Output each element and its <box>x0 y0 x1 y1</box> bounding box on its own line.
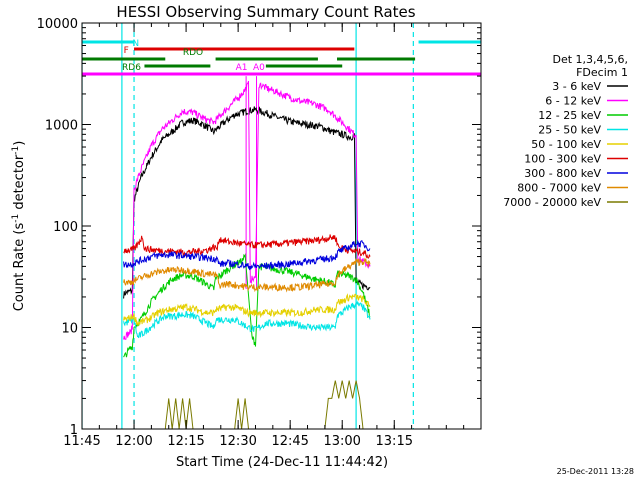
legend-header-fdecim: FDecim 1 <box>576 66 628 79</box>
y-axis-label-text: Count Rate (s <box>12 223 27 312</box>
series-line-25-50-kev <box>123 300 371 339</box>
x-tick-label: 12:15 <box>167 434 204 449</box>
y-tick-label: 100 <box>53 220 78 235</box>
x-tick-label: 12:00 <box>115 434 152 449</box>
legend-label-300-800-kev: 300 - 800 keV <box>524 167 601 180</box>
x-tick-label: 11:45 <box>63 434 100 449</box>
series-line-3-6-kev <box>123 106 371 299</box>
legend-label-3-6-kev: 3 - 6 keV <box>552 80 601 93</box>
plot-inner: NF RDO RD6 A1 A0 <box>82 23 481 429</box>
legend-label-6-12-kev: 6 - 12 keV <box>545 95 601 108</box>
x-tick-label: 13:15 <box>376 434 413 449</box>
y-axis-label-exponent: -1 <box>11 146 21 155</box>
x-tick-label: 13:00 <box>323 434 360 449</box>
flag-label-rdo: RDO <box>183 48 203 58</box>
y-tick-label: 1000 <box>45 119 78 134</box>
flag-label-n: N <box>132 39 139 49</box>
y-axis-label-text: ) <box>12 141 27 146</box>
flag-label-f: F <box>124 46 129 56</box>
axes: 1 10 100 1000 10000 11:45 12:00 12:15 12:30 12:45… <box>37 17 482 449</box>
legend-header-detectors: Det 1,3,4,5,6, <box>552 53 628 66</box>
series-line-800-7000-kev <box>123 257 371 293</box>
flag-label-a1: A1 <box>236 63 248 73</box>
x-tick-label: 12:45 <box>271 434 308 449</box>
y-tick-label: 10 <box>61 322 78 337</box>
legend-label-100-300-kev: 100 - 300 keV <box>524 153 601 166</box>
legend: Det 1,3,4,5,6,FDecim 13 - 6 keV 6 - 12 ke… <box>503 53 628 209</box>
y-tick-label: 10000 <box>37 17 78 32</box>
series-line-7000-20000-kev <box>164 380 367 429</box>
legend-label-800-7000-kev: 800 - 7000 keV <box>517 182 601 195</box>
legend-label-25-50-kev: 25 - 50 keV <box>538 124 601 137</box>
legend-label-7000-20000-kev: 7000 - 20000 keV <box>503 196 601 209</box>
y-tick-label: 1 <box>70 423 78 438</box>
flag-label-a0: A0 <box>253 63 265 73</box>
y-axis-label-exponent: -1 <box>11 214 21 223</box>
plot-area: NF RDO RD6 A1 A0 <box>82 23 481 429</box>
flag-label-rd6: RD6 <box>122 63 141 73</box>
y-axis-label: Count Rate (s-1 detector-1) <box>11 141 27 312</box>
x-axis-label: Start Time (24-Dec-11 11:44:42) <box>176 455 388 470</box>
chart-title: HESSI Observing Summary Count Rates <box>116 3 415 21</box>
legend-label-50-100-kev: 50 - 100 keV <box>531 138 601 151</box>
series-line-6-12-kev <box>123 80 371 340</box>
x-tick-label: 12:30 <box>219 434 256 449</box>
series-line-300-800-kev <box>123 239 371 271</box>
footer-date: 25-Dec-2011 13:28 <box>557 467 634 476</box>
y-axis-label-text: detector <box>12 154 27 214</box>
series-line-50-100-kev <box>123 293 371 327</box>
legend-label-12-25-kev: 12 - 25 keV <box>538 109 601 122</box>
